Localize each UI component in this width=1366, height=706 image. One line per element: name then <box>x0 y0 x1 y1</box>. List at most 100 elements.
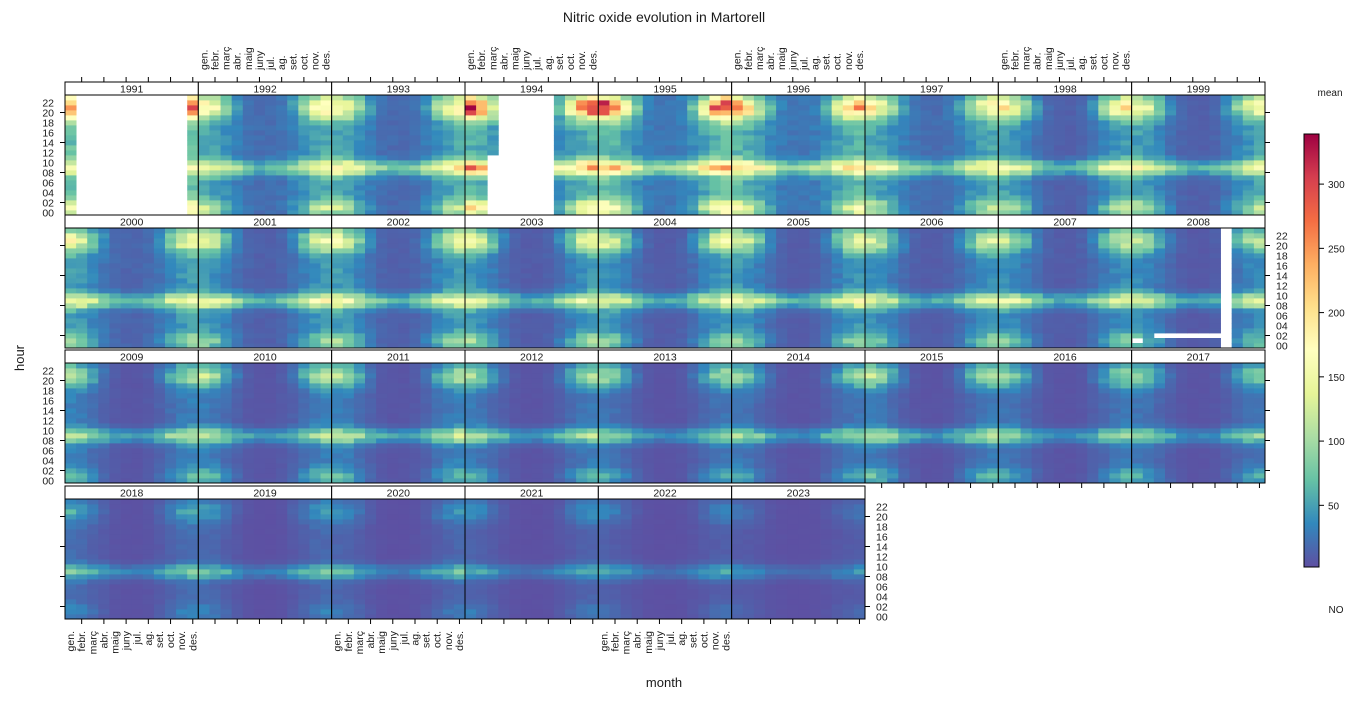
heatmap-cell <box>187 150 199 156</box>
heatmap-cell <box>565 185 577 191</box>
heatmap-cell <box>253 303 266 309</box>
heatmap-cell <box>165 288 177 294</box>
heatmap-cell <box>531 323 544 329</box>
heatmap-cell <box>287 283 299 289</box>
heatmap-cell <box>420 160 433 166</box>
heatmap-cell <box>898 308 910 314</box>
heatmap-cell <box>598 115 610 121</box>
heatmap-cell <box>931 115 944 121</box>
heatmap-cell <box>576 140 588 146</box>
heatmap-cell <box>587 145 599 151</box>
heatmap-cell <box>165 323 177 329</box>
heatmap-cell <box>420 298 433 304</box>
heatmap-cell <box>1053 105 1066 111</box>
heatmap-cell <box>587 323 599 329</box>
heatmap-cell <box>1142 258 1155 264</box>
heatmap-cell <box>465 180 477 186</box>
heatmap-cell <box>65 195 77 201</box>
heatmap-cell <box>720 155 733 161</box>
heatmap-cell <box>1209 190 1221 196</box>
heatmap-cell <box>1098 115 1110 121</box>
heatmap-cell <box>231 298 244 304</box>
heatmap-cell <box>65 373 77 379</box>
heatmap-cell <box>653 313 666 319</box>
heatmap-cell <box>698 205 710 211</box>
chart-title: Nitric oxide evolution in Martorell <box>563 9 765 25</box>
heatmap-cell <box>542 293 555 299</box>
heatmap-cell <box>676 278 688 284</box>
heatmap-cell <box>609 140 621 146</box>
heatmap-cell <box>598 313 610 319</box>
heatmap-cell <box>698 228 710 234</box>
heatmap-cell <box>765 338 777 344</box>
heatmap-cell <box>687 238 699 244</box>
heatmap-cell <box>1176 165 1188 171</box>
heatmap-cell <box>1231 313 1244 319</box>
heatmap-cell <box>1187 303 1199 309</box>
heatmap-cell <box>398 328 410 334</box>
heatmap-cell <box>1031 210 1044 216</box>
heatmap-cell <box>387 258 399 264</box>
heatmap-cell <box>120 478 133 484</box>
heatmap-cell <box>1031 150 1044 156</box>
heatmap-cell <box>198 288 210 294</box>
heatmap-cell <box>731 328 744 334</box>
heatmap-cell <box>487 318 499 324</box>
heatmap-cell <box>1087 318 1099 324</box>
heatmap-cell <box>398 190 410 196</box>
heatmap-cell <box>1031 263 1044 269</box>
heatmap-cell <box>465 258 477 264</box>
heatmap-cell <box>809 228 821 234</box>
heatmap-cell <box>1231 155 1244 161</box>
heatmap-cell <box>665 253 677 259</box>
heatmap-cell <box>1098 200 1110 206</box>
heatmap-cell <box>1231 328 1244 334</box>
heatmap-cell <box>287 185 299 191</box>
heatmap-cell <box>1031 278 1044 284</box>
heatmap-cell <box>1120 253 1133 259</box>
heatmap-cell <box>987 125 999 131</box>
heatmap-cell <box>476 160 488 166</box>
heatmap-cell <box>798 328 810 334</box>
heatmap-cell <box>442 210 455 216</box>
heatmap-cell <box>253 313 266 319</box>
heatmap-cell <box>1242 140 1255 146</box>
heatmap-cell <box>242 333 255 339</box>
heatmap-cell <box>876 190 888 196</box>
heatmap-cell <box>865 313 877 319</box>
heatmap-cell <box>531 333 544 339</box>
heatmap-cell <box>687 243 699 249</box>
heatmap-cell <box>931 328 944 334</box>
heatmap-cell <box>598 160 610 166</box>
heatmap-cell <box>720 190 733 196</box>
heatmap-cell <box>642 288 655 294</box>
heatmap-cell <box>465 120 477 126</box>
heatmap-cell <box>331 100 344 106</box>
heatmap-cell <box>87 338 99 344</box>
heatmap-cell <box>965 288 977 294</box>
heatmap-cell <box>1131 278 1144 284</box>
heatmap-cell <box>353 293 366 299</box>
heatmap-cell <box>1209 135 1221 141</box>
heatmap-cell <box>1176 205 1188 211</box>
heatmap-cell <box>120 458 133 464</box>
heatmap-cell <box>98 303 110 309</box>
heatmap-cell <box>898 150 910 156</box>
heatmap-cell <box>298 195 310 201</box>
heatmap-cell <box>631 253 644 259</box>
heatmap-cell <box>1087 155 1099 161</box>
heatmap-cell <box>1198 180 1210 186</box>
heatmap-cell <box>931 155 944 161</box>
heatmap-cell <box>598 343 610 349</box>
heatmap-cell <box>431 243 444 249</box>
heatmap-cell <box>998 135 1010 141</box>
heatmap-cell <box>1165 233 1177 239</box>
heatmap-cell <box>798 120 810 126</box>
heatmap-cell <box>1253 338 1266 344</box>
heatmap-cell <box>776 200 788 206</box>
heatmap-cell <box>1042 323 1055 329</box>
heatmap-cell <box>1076 100 1088 106</box>
heatmap-cell <box>720 150 733 156</box>
heatmap-cell <box>1142 120 1155 126</box>
heatmap-cell <box>642 130 655 136</box>
